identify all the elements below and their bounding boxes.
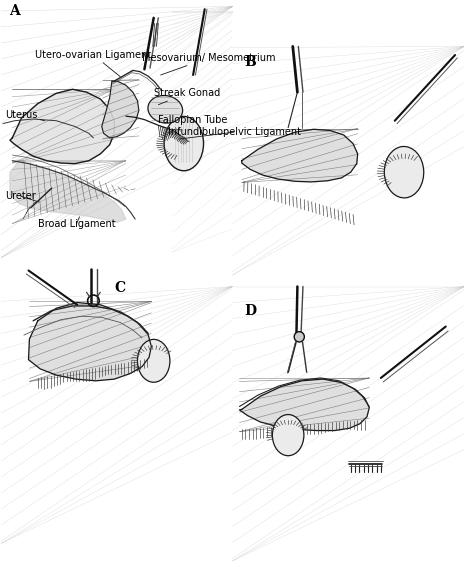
Text: C: C — [114, 281, 126, 295]
Polygon shape — [28, 303, 152, 381]
Ellipse shape — [164, 116, 204, 171]
Text: A: A — [9, 4, 20, 18]
Text: Mesovarium/ Mesometrium: Mesovarium/ Mesometrium — [142, 53, 276, 75]
Polygon shape — [10, 89, 114, 164]
Text: Utero-ovarian Ligament: Utero-ovarian Ligament — [35, 50, 152, 77]
Text: Infundibulopelvic Ligament: Infundibulopelvic Ligament — [167, 127, 300, 139]
Ellipse shape — [148, 96, 183, 123]
Ellipse shape — [272, 414, 304, 456]
Ellipse shape — [294, 332, 305, 342]
Text: Fallopian Tube: Fallopian Tube — [158, 115, 228, 128]
Text: Uterus: Uterus — [5, 110, 45, 121]
Text: B: B — [244, 56, 256, 69]
Text: Streak Gonad: Streak Gonad — [154, 88, 220, 105]
Ellipse shape — [138, 339, 170, 382]
Polygon shape — [102, 81, 139, 138]
Polygon shape — [239, 379, 369, 430]
Text: Ureter: Ureter — [5, 191, 39, 202]
Ellipse shape — [385, 147, 424, 198]
Text: Broad Ligament: Broad Ligament — [38, 217, 115, 229]
Polygon shape — [10, 161, 126, 222]
Polygon shape — [242, 129, 358, 182]
Text: D: D — [244, 304, 256, 318]
